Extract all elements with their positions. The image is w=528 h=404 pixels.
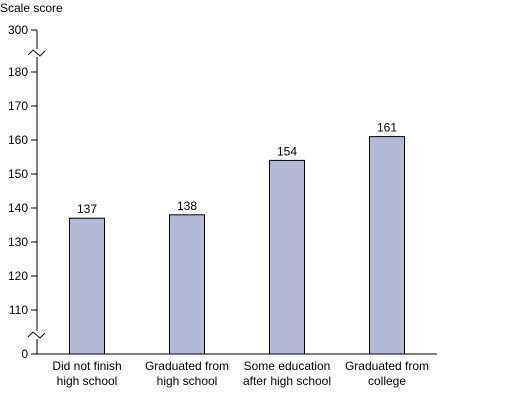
bar	[69, 217, 105, 355]
x-axis-category-labels: Did not finish high school Graduated from h…	[52, 359, 429, 388]
y-tick-label: 130	[8, 235, 28, 249]
y-axis-title: Scale score	[0, 1, 63, 15]
y-tick-label: 150	[8, 167, 28, 181]
axis-break-mark	[27, 331, 46, 339]
y-axis-ticks: 0 110 120 130 140 150 160 170 180 300	[8, 23, 37, 361]
data-labels: 137 138 154 161	[77, 121, 397, 217]
bar-value-label: 161	[377, 121, 397, 135]
bar	[369, 136, 405, 355]
y-tick-label: 120	[8, 269, 28, 283]
y-tick-label: 160	[8, 133, 28, 147]
bar-value-label: 154	[277, 144, 297, 158]
x-category-label: Did not finish high school	[52, 359, 121, 388]
y-tick-label: 180	[8, 65, 28, 79]
y-tick-label: 140	[8, 201, 28, 215]
bars	[69, 136, 405, 355]
bar-value-label: 138	[177, 199, 197, 213]
y-tick-label: 170	[8, 99, 28, 113]
x-category-label: Some education after high school	[243, 359, 331, 388]
y-tick-label: 110	[9, 303, 28, 317]
bar-value-label: 137	[77, 202, 97, 216]
y-tick-label: 300	[8, 23, 28, 37]
bar	[269, 159, 305, 355]
axis-break-mark	[27, 49, 46, 57]
x-category-label: Graduated from high school	[145, 359, 229, 388]
bar	[169, 214, 205, 355]
y-tick-label: 0	[21, 347, 28, 361]
x-category-label: Graduated from college	[345, 359, 429, 388]
